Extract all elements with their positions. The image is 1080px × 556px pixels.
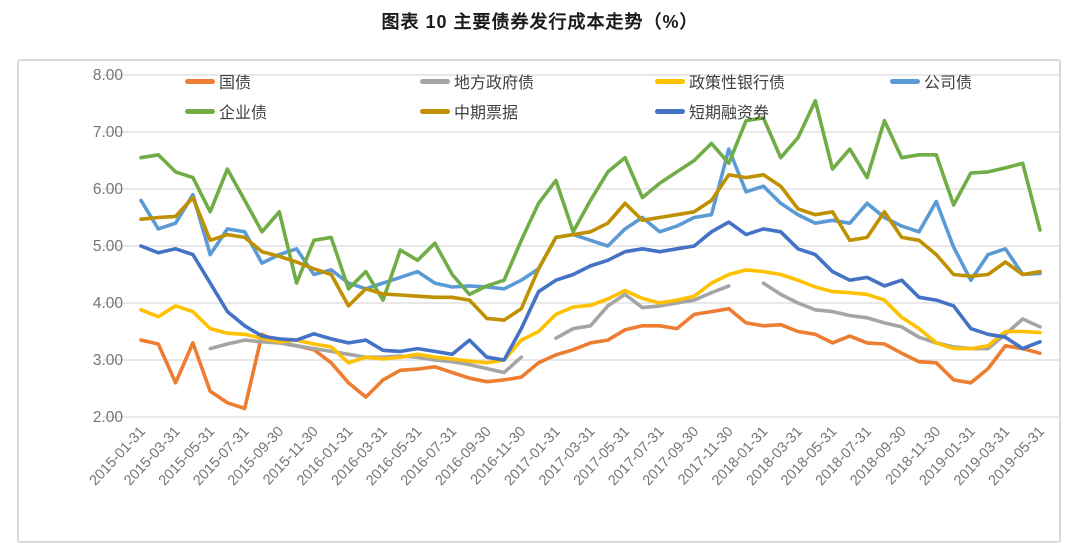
y-axis-tick-label: 8.00 <box>93 67 124 84</box>
y-axis-tick-label: 2.00 <box>93 409 124 426</box>
legend-swatch-icon <box>185 78 215 84</box>
y-axis-tick-label: 3.00 <box>93 352 124 369</box>
y-axis-tick-label: 6.00 <box>93 181 124 198</box>
y-axis-tick-label: 5.00 <box>93 238 124 255</box>
legend-label: 短期融资券 <box>689 105 770 122</box>
legend-label: 公司债 <box>924 75 973 92</box>
legend-label: 中期票据 <box>454 105 519 122</box>
series-line-地方政府债 <box>761 281 1042 351</box>
series-line-企业债 <box>139 98 1042 302</box>
legend-swatch-icon <box>890 78 920 84</box>
legend-item: 中期票据 <box>420 100 518 122</box>
legend-item: 地方政府债 <box>420 70 534 92</box>
legend-label: 国债 <box>219 75 252 92</box>
y-axis-tick-label: 4.00 <box>93 295 124 312</box>
legend-swatch-icon <box>420 108 450 114</box>
series-line-中期票据 <box>139 173 1042 322</box>
legend-item: 企业债 <box>185 100 267 122</box>
legend-item: 国债 <box>185 70 251 92</box>
legend-item: 政策性银行债 <box>655 70 785 92</box>
legend-label: 地方政府债 <box>454 75 535 92</box>
legend-item: 公司债 <box>890 70 972 92</box>
legend-swatch-icon <box>655 78 685 84</box>
series-line-地方政府债 <box>554 284 731 341</box>
legend-swatch-icon <box>655 108 685 114</box>
chart-title: 图表 10 主要债券发行成本走势（%） <box>381 12 699 32</box>
legend-item: 短期融资券 <box>655 100 769 122</box>
legend-label: 企业债 <box>219 105 268 122</box>
legend-label: 政策性银行债 <box>689 75 786 92</box>
series-line-短期融资券 <box>139 220 1042 362</box>
y-axis-tick-label: 7.00 <box>93 124 124 141</box>
legend-swatch-icon <box>420 78 450 84</box>
legend-swatch-icon <box>185 108 215 114</box>
